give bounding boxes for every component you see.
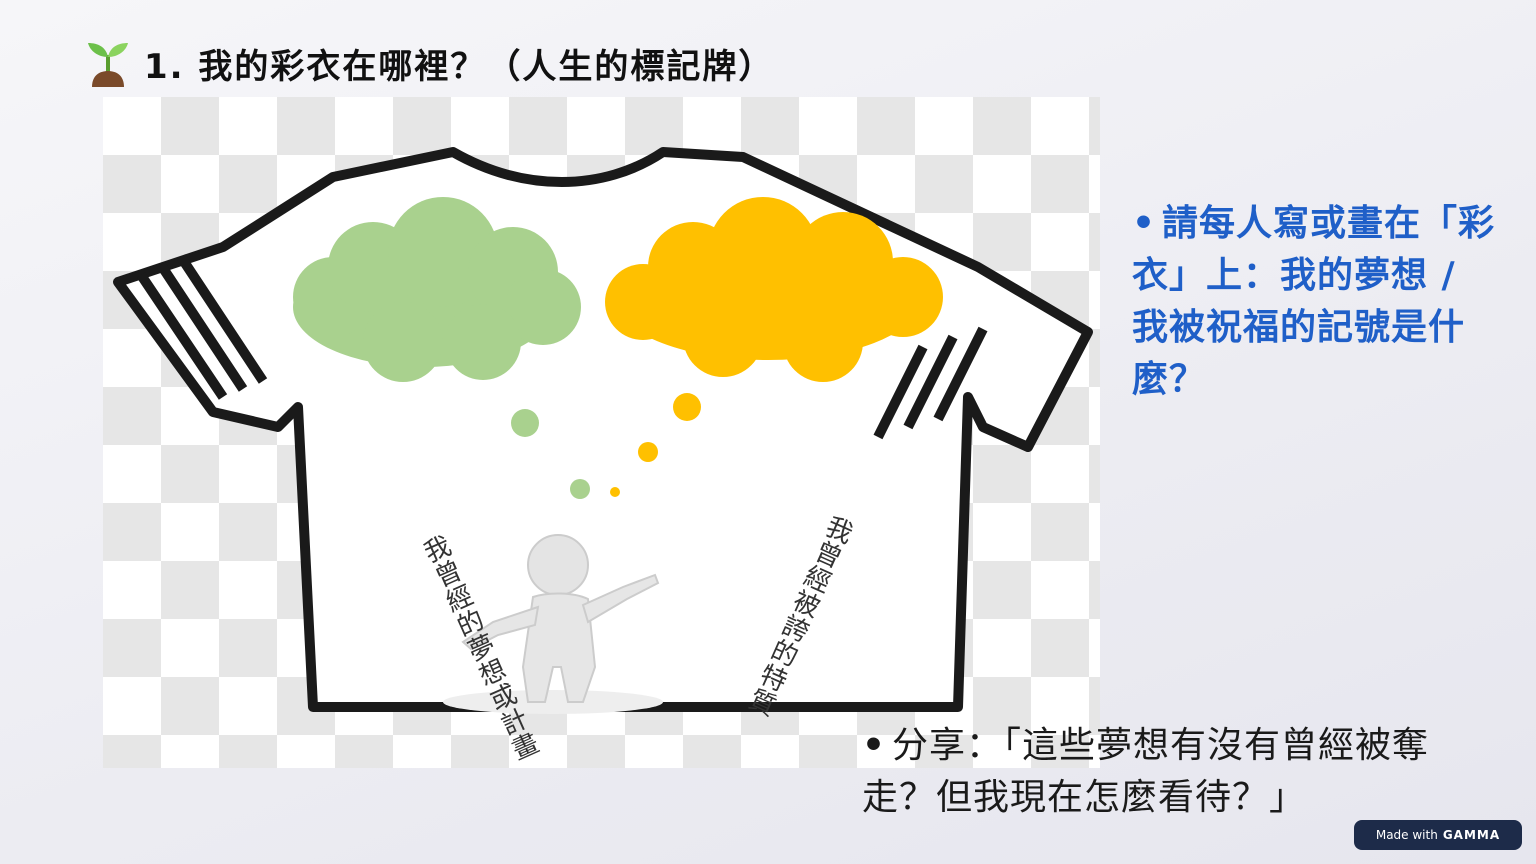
green-cloud [293, 197, 581, 382]
bullet-instruction-text: 請每人寫或畫在「彩衣」上：我的夢想 / 我被祝福的記號是什麼？ [1132, 203, 1496, 400]
bullet-instruction: • 請每人寫或畫在「彩衣」上：我的夢想 / 我被祝福的記號是什麼？ [1132, 198, 1502, 406]
left-sleeve-stripes [136, 254, 268, 400]
badge-prefix: Made with [1375, 828, 1438, 842]
bullet-share: • 分享：「這些夢想有沒有曾經被奪走？但我現在怎麼看待？」 [862, 720, 1502, 824]
tshirt-illustration [113, 147, 1093, 714]
gold-cloud [605, 197, 943, 382]
right-sleeve-stripes [873, 326, 988, 440]
tshirt-outline [113, 147, 1093, 712]
green-thought-bubbles [511, 409, 590, 499]
made-with-gamma-badge[interactable]: Made with GAMMA [1354, 820, 1522, 850]
gold-thought-bubbles [610, 393, 701, 497]
bullet-share-text: 分享：「這些夢想有沒有曾經被奪走？但我現在怎麼看待？」 [862, 725, 1430, 818]
bullet-dot: • [1132, 203, 1157, 244]
figure-illustration [443, 534, 663, 714]
badge-brand: GAMMA [1442, 828, 1501, 842]
bullet-dot: • [862, 725, 887, 766]
page-title: 1. 我的彩衣在哪裡？（人生的標記牌） [144, 46, 775, 87]
seedling-icon [88, 43, 128, 87]
title-row: 1. 我的彩衣在哪裡？（人生的標記牌） [86, 36, 774, 90]
shirt-image: 我曾經的夢想或計畫 我曾經被誇的特質 [103, 97, 1100, 768]
